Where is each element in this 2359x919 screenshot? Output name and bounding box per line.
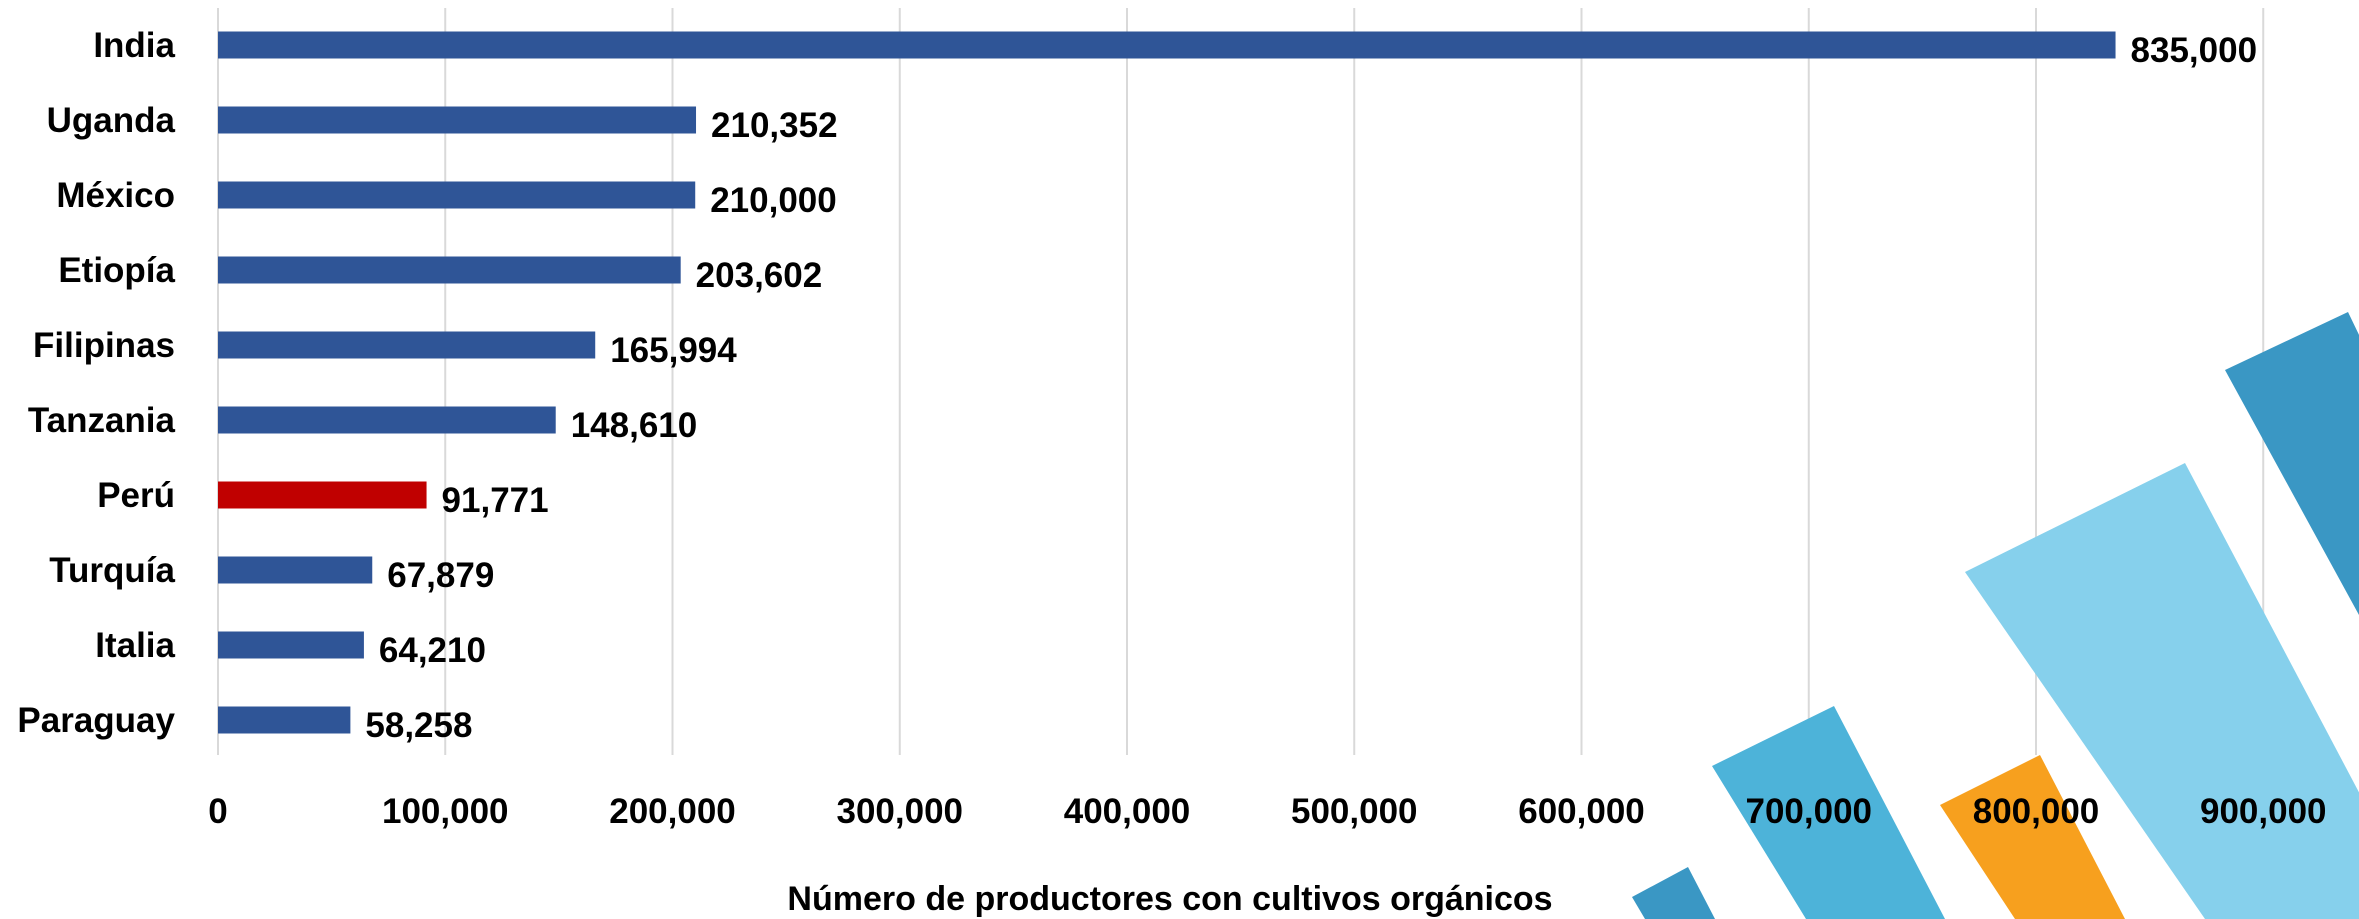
data-label: 67,879 [387, 556, 494, 595]
bar [218, 707, 350, 734]
category-label: México [56, 176, 175, 215]
bar [218, 257, 681, 284]
deco-orange-shape [1940, 755, 2125, 919]
bar [218, 632, 364, 659]
deco-small-blue-shape [1632, 867, 1715, 919]
x-tick-label: 800,000 [1973, 792, 2100, 831]
category-label: Etiopía [58, 251, 175, 290]
bar [218, 182, 695, 209]
x-tick-label: 600,000 [1518, 792, 1645, 831]
bar [218, 107, 696, 134]
x-tick-label: 400,000 [1064, 792, 1191, 831]
category-label: Turquía [49, 551, 175, 590]
x-axis-title: Número de productores con cultivos orgán… [787, 880, 1552, 918]
bar [218, 557, 372, 584]
data-label: 165,994 [610, 331, 737, 370]
category-label: Perú [97, 476, 175, 515]
data-label: 148,610 [571, 406, 698, 445]
category-label: Italia [95, 626, 175, 665]
x-tick-label: 900,000 [2200, 792, 2327, 831]
data-label: 210,352 [711, 106, 838, 145]
x-tick-label: 0 [208, 792, 227, 831]
x-tick-label: 100,000 [382, 792, 509, 831]
data-label: 58,258 [365, 706, 472, 745]
category-label: India [93, 26, 175, 65]
x-tick-label: 500,000 [1291, 792, 1418, 831]
bars [218, 32, 2116, 734]
bar [218, 407, 556, 434]
bar [218, 332, 595, 359]
data-label: 64,210 [379, 631, 486, 670]
category-label: Uganda [47, 101, 176, 140]
x-tick-label: 700,000 [1745, 792, 1872, 831]
category-label: Tanzania [28, 401, 176, 440]
data-label: 835,000 [2131, 31, 2258, 70]
data-label: 203,602 [696, 256, 823, 295]
bar [218, 32, 2116, 59]
bar [218, 482, 427, 509]
x-tick-label: 200,000 [609, 792, 736, 831]
data-label: 91,771 [442, 481, 549, 520]
x-tick-label: 300,000 [836, 792, 963, 831]
data-label: 210,000 [710, 181, 837, 220]
category-label: Paraguay [17, 701, 175, 740]
category-label: Filipinas [33, 326, 175, 365]
